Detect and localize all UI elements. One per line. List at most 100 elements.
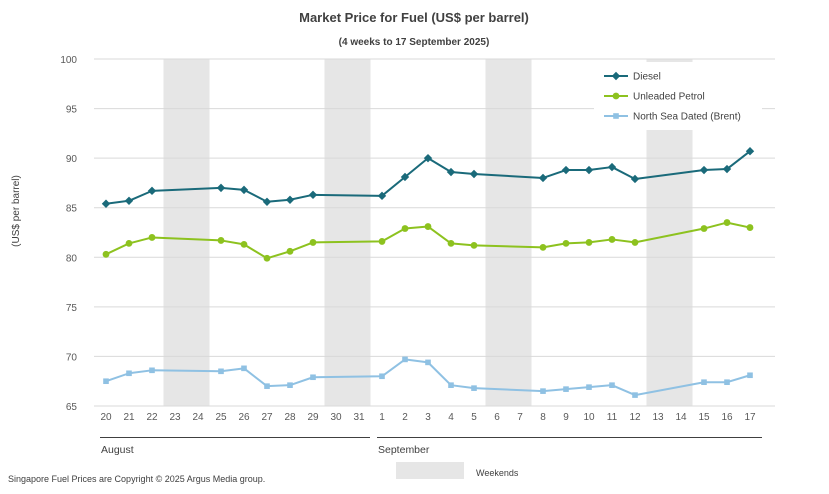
data-point-1-0 <box>102 250 110 258</box>
x-tick-label: 14 <box>675 412 687 423</box>
data-point-0-6 <box>239 185 249 195</box>
y-tick-label: 90 <box>66 154 78 165</box>
data-point-1-1 <box>125 240 133 247</box>
x-tick-label: 21 <box>123 412 135 423</box>
weekend-key-label: Weekends <box>476 468 519 478</box>
x-tick-label: 29 <box>307 412 319 423</box>
data-point-0-27 <box>722 164 732 174</box>
data-point-2-6 <box>241 365 247 372</box>
data-point-2-8 <box>287 382 293 388</box>
weekend-band-1 <box>324 59 371 406</box>
x-tick-label: 1 <box>379 412 385 423</box>
data-point-1-19 <box>539 243 547 251</box>
weekend-key: Weekends <box>396 462 519 479</box>
data-point-1-26 <box>700 225 708 232</box>
y-tick-label: 80 <box>66 253 78 264</box>
data-point-2-12 <box>379 373 385 380</box>
x-tick-label: 27 <box>261 412 273 423</box>
month-labels: August September <box>100 437 762 456</box>
y-tick-label: 65 <box>66 402 78 413</box>
data-point-1-20 <box>562 240 570 247</box>
data-point-1-7 <box>263 254 271 262</box>
data-point-1-14 <box>424 223 432 230</box>
y-tick-label: 95 <box>66 105 78 116</box>
x-tick-label: 13 <box>652 412 664 423</box>
x-tick-label: 28 <box>284 412 296 423</box>
data-point-1-8 <box>286 247 294 255</box>
x-tick-label: 8 <box>540 412 546 423</box>
month-label: August <box>101 444 134 456</box>
data-point-1-21 <box>585 239 593 246</box>
x-tick-label: 15 <box>698 412 710 423</box>
data-point-2-5 <box>218 368 224 375</box>
data-point-2-26 <box>701 379 707 386</box>
data-point-0-12 <box>377 191 387 201</box>
data-point-1-13 <box>401 225 409 232</box>
x-tick-labels: 20 21 22 23 24 25 26 27 28 29 30 31 1 2 3 4 5 6 7 8 9 10 11 12 1… <box>100 412 756 423</box>
data-point-2-27 <box>724 379 730 386</box>
x-tick-label: 2 <box>402 412 408 423</box>
data-point-0-14 <box>423 153 433 163</box>
data-point-2-22 <box>609 382 615 388</box>
data-point-2-20 <box>563 386 569 392</box>
data-point-2-15 <box>448 382 454 388</box>
data-point-0-26 <box>699 165 709 175</box>
data-point-2-21 <box>586 384 592 390</box>
legend-label: Unleaded Petrol <box>633 92 705 103</box>
y-tick-label: 75 <box>66 303 78 314</box>
data-point-0-28 <box>745 147 755 156</box>
data-point-1-23 <box>631 239 639 246</box>
weekend-band-2 <box>485 59 532 406</box>
data-point-2-23 <box>632 392 638 398</box>
data-point-0-8 <box>285 195 295 204</box>
series-markers-group <box>101 147 755 398</box>
data-point-1-28 <box>746 224 754 231</box>
x-tick-label: 30 <box>330 412 342 423</box>
data-point-0-7 <box>262 197 272 206</box>
data-point-1-9 <box>309 239 317 246</box>
data-point-0-16 <box>469 169 479 179</box>
y-tick-label: 85 <box>66 204 78 215</box>
data-point-2-7 <box>264 383 270 389</box>
x-tick-label: 31 <box>353 412 365 423</box>
legend-label: North Sea Dated (Brent) <box>633 112 741 123</box>
data-point-2-9 <box>310 374 316 381</box>
data-point-1-15 <box>447 240 455 247</box>
y-tick-labels: 65 70 75 80 85 90 95 100 <box>60 55 77 413</box>
x-tick-label: 12 <box>629 412 641 423</box>
data-point-2-19 <box>540 388 546 394</box>
y-axis-label: (US$ per barrel) <box>11 175 22 247</box>
legend-marker-2 <box>613 113 619 119</box>
y-tick-label: 70 <box>66 352 78 363</box>
chart-title: Market Price for Fuel (US$ per barrel) <box>299 10 529 25</box>
gridlines-group <box>94 58 775 407</box>
chart-subtitle: (4 weeks to 17 September 2025) <box>339 37 490 48</box>
x-tick-label: 9 <box>563 412 569 423</box>
x-tick-label: 11 <box>607 412 618 423</box>
data-point-1-12 <box>378 238 386 245</box>
data-point-0-22 <box>607 162 617 172</box>
data-point-2-16 <box>471 385 477 391</box>
data-point-0-23 <box>630 174 640 184</box>
data-point-0-2 <box>147 186 157 196</box>
copyright-footer: Singapore Fuel Prices are Copyright © 20… <box>8 474 265 484</box>
data-point-0-19 <box>538 173 548 183</box>
x-tick-label: 17 <box>744 412 756 423</box>
data-point-2-13 <box>402 356 408 363</box>
data-point-1-27 <box>723 219 731 226</box>
x-tick-label: 26 <box>238 412 250 423</box>
data-point-0-1 <box>124 196 134 205</box>
x-tick-label: 5 <box>471 412 477 423</box>
data-point-0-15 <box>446 167 456 177</box>
x-tick-label: 23 <box>169 412 181 423</box>
data-point-1-6 <box>240 240 248 248</box>
legend-marker-0 <box>611 71 621 81</box>
x-tick-label: 4 <box>448 412 454 423</box>
legend-label: Diesel <box>633 72 661 83</box>
data-point-0-20 <box>561 165 571 175</box>
data-point-0-13 <box>400 172 410 182</box>
data-point-1-5 <box>217 237 225 244</box>
month-label: September <box>378 444 430 456</box>
data-point-2-2 <box>149 367 155 374</box>
